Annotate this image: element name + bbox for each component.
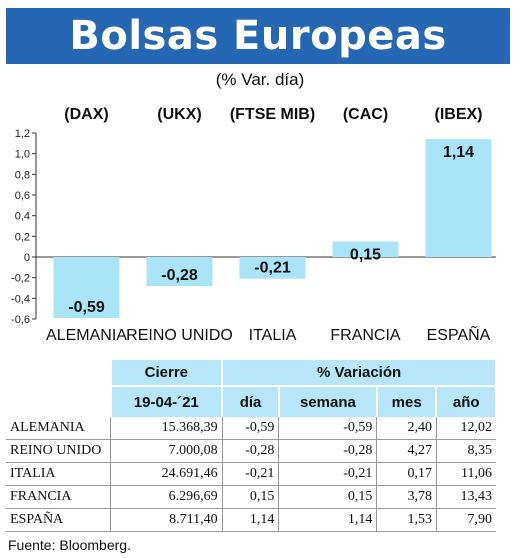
bar: [425, 139, 492, 257]
header-cierre: Cierre: [110, 360, 224, 387]
table-row: ITALIA 24.691,46 -0,21 -0,21 0,17 11,06: [6, 462, 496, 486]
table-row: FRANCIA 6.296,69 0,15 0,15 3,78 13,43: [6, 485, 496, 509]
data-label: -0,59: [68, 299, 105, 316]
header-semana: semana: [278, 386, 378, 417]
row-cierre: 15.368,39: [110, 417, 223, 440]
index-label: (UKX): [157, 106, 201, 123]
index-label: (DAX): [64, 106, 108, 123]
index-label: (IBEX): [435, 106, 483, 123]
row-name: FRANCIA: [10, 489, 72, 504]
row-cierre: 7.000,08: [110, 439, 223, 463]
row-dia: -0,21: [221, 462, 279, 486]
header-mes: mes: [376, 386, 438, 417]
row-semana: -0,28: [278, 439, 377, 463]
market-table: Cierre % Variación 19-04-´21 día semana …: [6, 360, 497, 532]
row-mes: 1,53: [376, 508, 437, 532]
chart-title: Bolsas Europeas: [6, 8, 510, 64]
row-mes: 3,78: [376, 485, 437, 509]
data-label: 0,15: [350, 247, 381, 264]
source-note: Fuente: Bloomberg.: [8, 537, 131, 553]
y-tick-label: 1,2: [15, 128, 30, 140]
y-tick-label: -0,2: [11, 273, 30, 285]
row-ano: 7,90: [435, 508, 496, 532]
header-dia: día: [222, 386, 280, 417]
row-name: ITALIA: [10, 466, 56, 481]
row-cierre: 6.296,69: [110, 485, 223, 509]
row-dia: 0,15: [221, 485, 279, 509]
row-ano: 13,43: [435, 485, 496, 509]
row-name: REINO UNIDO: [10, 443, 102, 458]
bar: [146, 257, 213, 286]
y-tick-label: -0,6: [11, 314, 30, 326]
y-tick-label: 0,4: [15, 211, 30, 223]
category-label: ITALIA: [249, 327, 297, 344]
row-semana: -0,21: [278, 462, 377, 486]
header-date: 19-04-´21: [110, 386, 224, 417]
row-dia: -0,28: [221, 439, 279, 463]
chart-subtitle: (% Var. día): [215, 70, 305, 89]
row-name: ALEMANIA: [10, 420, 85, 435]
table-row: ESPAÑA 8.711,40 1,14 1,14 1,53 7,90: [6, 508, 496, 532]
bar: [332, 241, 399, 257]
empty-header-cell: [6, 360, 112, 387]
y-tick-label: 0,2: [15, 231, 30, 243]
y-tick-label: 0,6: [15, 190, 30, 202]
bar: [239, 257, 306, 279]
row-mes: 0,17: [376, 462, 437, 486]
row-ano: 11,06: [435, 462, 496, 486]
data-label: -0,21: [254, 260, 291, 277]
table-row: REINO UNIDO 7.000,08 -0,28 -0,28 4,27 8,…: [6, 439, 496, 463]
empty-header-cell: [6, 386, 112, 417]
y-tick-label: 1,0: [15, 149, 30, 161]
bar: [53, 257, 120, 318]
table-row: ALEMANIA 15.368,39 -0,59 -0,59 2,40 12,0…: [6, 417, 496, 440]
data-label: -0,28: [161, 267, 198, 284]
bar-chart: -0,6 -0,4 -0,2 0 0,2 0,4 0,6 0,8 1,0 1,2 -0,59 (DA…: [11, 106, 496, 344]
row-cierre: 8.711,40: [110, 508, 223, 532]
row-dia: -0,59: [221, 417, 279, 440]
row-dia: 1,14: [221, 508, 279, 532]
row-cierre: 24.691,46: [110, 462, 223, 486]
row-semana: 0,15: [278, 485, 377, 509]
row-mes: 4,27: [376, 439, 437, 463]
row-mes: 2,40: [376, 417, 437, 440]
category-label: ALEMANIA: [46, 327, 127, 344]
index-label: (FTSE MIB): [230, 106, 315, 123]
row-ano: 8,35: [435, 439, 496, 463]
header-ano: año: [436, 386, 497, 417]
row-semana: 1,14: [278, 508, 377, 532]
row-name: ESPAÑA: [10, 512, 64, 527]
category-label: REINO UNIDO: [126, 327, 233, 344]
y-tick-label: 0: [24, 252, 30, 264]
data-label: 1,14: [443, 144, 474, 161]
header-variacion: % Variación: [222, 360, 497, 387]
y-tick-label: -0,4: [11, 293, 30, 305]
category-label: ESPAÑA: [427, 324, 491, 344]
row-semana: -0,59: [278, 417, 377, 440]
y-tick-label: 0,8: [15, 169, 30, 181]
row-ano: 12,02: [435, 417, 496, 440]
category-label: FRANCIA: [330, 327, 401, 344]
index-label: (CAC): [343, 106, 388, 123]
